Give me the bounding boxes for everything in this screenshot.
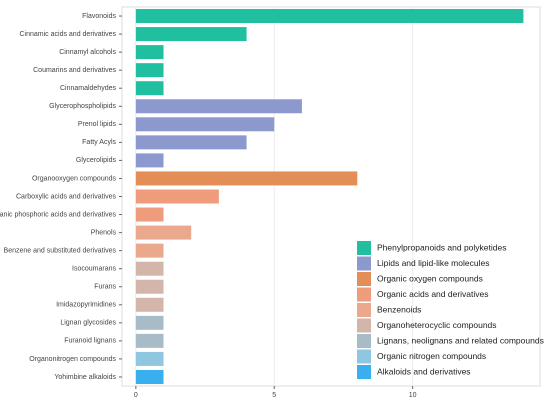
bar	[135, 171, 358, 186]
x-tick-label: 10	[409, 392, 417, 399]
bar	[135, 153, 164, 168]
bar	[135, 9, 524, 24]
bar	[135, 333, 164, 348]
legend-swatch	[357, 272, 371, 286]
bar	[135, 27, 247, 42]
legend-swatch	[357, 349, 371, 364]
y-tick-label: Furans	[94, 284, 116, 291]
y-tick-label: Carboxylic acids and derivatives	[16, 193, 116, 200]
legend-swatch	[357, 287, 371, 302]
x-tick-label: 5	[272, 392, 276, 399]
bar	[135, 135, 247, 150]
y-tick-label: Imidazopyrimidines	[56, 302, 116, 309]
legend-swatch	[357, 241, 371, 255]
y-tick-label: Prenol lipids	[78, 121, 117, 128]
y-tick-label: Furanoid lignans	[64, 338, 116, 345]
legend-swatch	[357, 303, 371, 317]
y-tick-label: Cinnamic acids and derivatives	[20, 31, 117, 38]
bar	[135, 81, 164, 96]
y-tick-label: Lignan glycosides	[60, 320, 116, 327]
legend-label: Lipids and lipid-like molecules	[377, 258, 489, 268]
legend-label: Organic acids and derivatives	[377, 289, 489, 299]
y-tick-label: Cinnamyl alcohols	[59, 49, 116, 56]
legend-swatch	[357, 256, 371, 271]
y-tick-label: Flavonoids	[82, 13, 116, 20]
bar	[135, 369, 164, 384]
legend-label: Organoheterocyclic compounds	[377, 320, 497, 330]
bar	[135, 99, 302, 114]
bar	[135, 207, 164, 222]
x-tick-label: 0	[134, 392, 138, 399]
y-tick-label: Cinnamaldehydes	[60, 85, 117, 92]
legend-label: Phenylpropanoids and polyketides	[377, 242, 506, 252]
legend-swatch	[357, 318, 371, 333]
legend-label: Lignans, neolignans and related compound…	[377, 335, 544, 345]
legend-label: Organic oxygen compounds	[377, 273, 483, 283]
bar	[135, 315, 164, 330]
bar	[135, 351, 164, 366]
y-tick-label: Isocoumarans	[72, 266, 116, 273]
y-tick-label: Benzene and substituted derivatives	[4, 247, 117, 254]
y-tick-label: Glycerophospholipids	[49, 103, 116, 110]
bar	[135, 279, 164, 294]
bar	[135, 189, 219, 204]
legend-swatch	[357, 365, 371, 379]
y-tick-label: Yohimbine alkaloids	[54, 374, 116, 381]
y-tick-label: Organooxygen compounds	[32, 175, 117, 182]
y-tick-label: Organic phosphoric acids and derivatives	[0, 211, 116, 218]
bar	[135, 117, 275, 132]
bar	[135, 45, 164, 60]
bar	[135, 243, 164, 258]
bar	[135, 261, 164, 276]
bar	[135, 225, 192, 240]
y-tick-label: Organonitrogen compounds	[29, 356, 116, 363]
legend-label: Benzenoids	[377, 304, 421, 314]
y-tick-label: Phenols	[91, 229, 117, 236]
legend-swatch	[357, 334, 371, 348]
bar	[135, 63, 164, 78]
y-tick-label: Coumarins and derivatives	[33, 67, 116, 74]
y-tick-label: Glycerolipids	[76, 157, 117, 164]
legend-label: Organic nitrogen compounds	[377, 351, 486, 361]
y-tick-label: Fatty Acyls	[82, 139, 116, 146]
legend-label: Alkaloids and derivatives	[377, 366, 471, 376]
bar	[135, 297, 164, 312]
